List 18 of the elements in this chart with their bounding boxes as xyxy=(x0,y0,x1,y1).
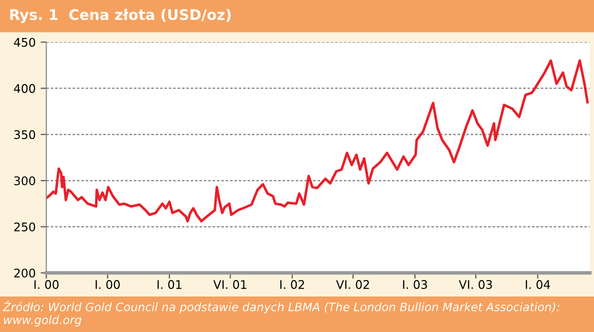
y-tick-label: 200 xyxy=(14,268,36,278)
x-tick-label: I. 01 xyxy=(158,280,182,289)
x-tick-label: I. 00 xyxy=(34,280,59,289)
x-tick-label: VI. 02 xyxy=(336,280,369,289)
x-tick-label: I. 00 xyxy=(96,280,120,289)
text: Źródło: World Gold Council na podstawie danych LBMA (The London Bullion Market Association): www.gold.org xyxy=(2,300,560,326)
y-tick-label: 450 xyxy=(14,38,36,47)
y-tick-label: 300 xyxy=(14,176,36,186)
x-tick-label: I. 02 xyxy=(280,280,304,289)
x-tick-label: VI. 01 xyxy=(213,280,246,289)
y-tick-label: 350 xyxy=(14,130,36,140)
y-tick-label: 400 xyxy=(14,84,36,93)
line-series xyxy=(46,59,589,222)
x-tick-label: VI. 03 xyxy=(458,280,492,289)
x-tick-label: I. 03 xyxy=(403,280,428,289)
y-tick-label: 250 xyxy=(14,222,36,232)
x-tick-label: I. 04 xyxy=(526,280,550,289)
chart-title: Rys. 1 Cena złota (USD/oz) xyxy=(10,8,231,24)
